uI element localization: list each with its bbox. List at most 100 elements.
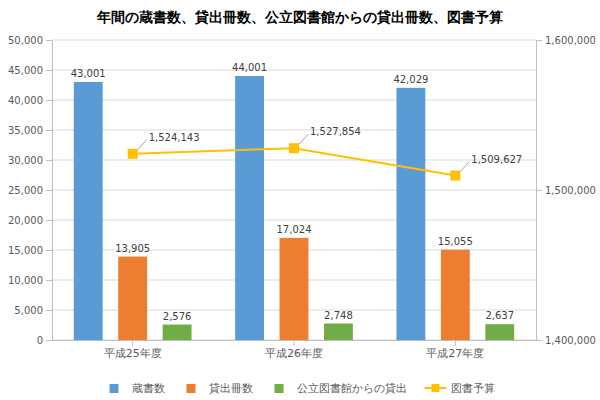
bar <box>324 324 353 340</box>
legend-label: 図書予算 <box>451 382 495 395</box>
tick-label: 平成26年度 <box>265 347 323 360</box>
grid-line <box>52 220 536 221</box>
tick: 25,000 <box>8 185 52 196</box>
tick-mark <box>46 130 52 131</box>
tick-label: 1,600,000 <box>545 35 596 46</box>
data-labels: 43,001 44,001 42,029 13,905 17,024 15,055 2,57… <box>71 62 523 322</box>
tick-mark <box>455 340 456 346</box>
marker <box>450 171 460 181</box>
tick-label: 1,400,000 <box>545 335 596 346</box>
x-axis: 平成25年度 平成26年度 平成27年度 <box>53 340 537 360</box>
bar <box>235 76 264 340</box>
legend-item: 蔵書数 <box>110 382 165 395</box>
tick-mark <box>294 340 295 346</box>
grid-line <box>52 70 536 71</box>
legend-item: 図書予算 <box>425 382 495 395</box>
tick: 1,600,000 <box>536 35 596 46</box>
legend: 蔵書数貸出冊数公立図書館からの貸出図書予算 <box>110 382 495 395</box>
tick-label: 20,000 <box>8 215 43 226</box>
data-label: 1,509,627 <box>471 154 522 165</box>
leader-line <box>138 140 147 150</box>
legend-symbol <box>110 384 119 393</box>
tick: 平成26年度 <box>265 340 323 360</box>
tick: 45,000 <box>8 65 52 76</box>
data-label: 43,001 <box>71 68 106 79</box>
data-label: 2,637 <box>485 310 514 321</box>
grid-line <box>52 100 536 101</box>
tick-label: 30,000 <box>8 155 43 166</box>
data-label: 2,576 <box>163 311 192 322</box>
tick-label: 45,000 <box>8 65 43 76</box>
tick-label: 40,000 <box>8 95 43 106</box>
tick: 40,000 <box>8 95 52 106</box>
axis-line <box>52 41 53 341</box>
data-label: 1,527,854 <box>310 126 361 137</box>
tick-mark <box>46 40 52 41</box>
bar-series <box>163 324 515 340</box>
marks <box>74 76 514 340</box>
grid-line <box>52 40 536 41</box>
marker <box>128 149 138 159</box>
legend-symbol <box>187 384 196 393</box>
data-label: 1,524,143 <box>149 132 200 143</box>
y-axis: 0 5,000 10,000 15,000 20,000 25,000 30,000 35,0… <box>8 35 53 346</box>
tick-mark <box>46 280 52 281</box>
tick-mark <box>132 340 133 346</box>
chart-title: 年間の蔵書数、貸出冊数、公立図書館からの貸出冊数、図書予算 <box>96 9 503 25</box>
bar <box>441 250 470 340</box>
tick-mark <box>46 70 52 71</box>
tick-mark <box>46 220 52 221</box>
grid <box>52 40 536 340</box>
data-label: 42,029 <box>393 74 428 85</box>
tick-mark <box>46 310 52 311</box>
tick: 20,000 <box>8 215 52 226</box>
tick: 0 <box>37 335 52 346</box>
leader-line <box>460 162 469 172</box>
tick-mark <box>536 40 542 41</box>
tick-label: 平成25年度 <box>104 347 162 360</box>
leader-line <box>299 134 308 144</box>
tick: 5,000 <box>14 305 52 316</box>
legend-label: 貸出冊数 <box>209 382 253 395</box>
data-label: 15,055 <box>438 236 473 247</box>
data-label: 44,001 <box>232 62 267 73</box>
tick: 1,500,000 <box>536 185 596 196</box>
chart: 年間の蔵書数、貸出冊数、公立図書館からの貸出冊数、図書予算 0 5,000 10,00… <box>0 0 600 400</box>
tick: 10,000 <box>8 275 52 286</box>
legend-symbol <box>432 384 440 392</box>
data-label: 17,024 <box>277 224 312 235</box>
bar <box>163 325 192 340</box>
tick: 50,000 <box>8 35 52 46</box>
grid-line <box>52 160 536 161</box>
bar <box>280 238 309 340</box>
bar <box>396 88 425 340</box>
tick: 平成27年度 <box>426 340 484 360</box>
legend-symbol <box>275 384 284 393</box>
tick-label: 50,000 <box>8 35 43 46</box>
plot: 0 5,000 10,000 15,000 20,000 25,000 30,000 35,0… <box>8 35 596 360</box>
tick-label: 10,000 <box>8 275 43 286</box>
tick: 30,000 <box>8 155 52 166</box>
bar-series <box>118 238 470 340</box>
tick-label: 5,000 <box>14 305 43 316</box>
grid-line <box>52 190 536 191</box>
legend-label: 蔵書数 <box>132 382 165 395</box>
tick-label: 0 <box>37 335 43 346</box>
bar <box>485 324 514 340</box>
tick: 平成25年度 <box>104 340 162 360</box>
data-label: 13,905 <box>115 243 150 254</box>
tick-mark <box>536 190 542 191</box>
marker <box>289 143 299 153</box>
tick-label: 35,000 <box>8 125 43 136</box>
bar <box>74 82 103 340</box>
bar <box>118 257 147 340</box>
tick-mark <box>46 160 52 161</box>
grid-line <box>52 130 536 131</box>
bar-series <box>74 76 426 340</box>
tick: 1,400,000 <box>536 335 596 346</box>
tick: 15,000 <box>8 245 52 256</box>
data-label: 2,748 <box>324 310 353 321</box>
tick-label: 1,500,000 <box>545 185 596 196</box>
tick-mark <box>46 190 52 191</box>
tick-mark <box>46 100 52 101</box>
